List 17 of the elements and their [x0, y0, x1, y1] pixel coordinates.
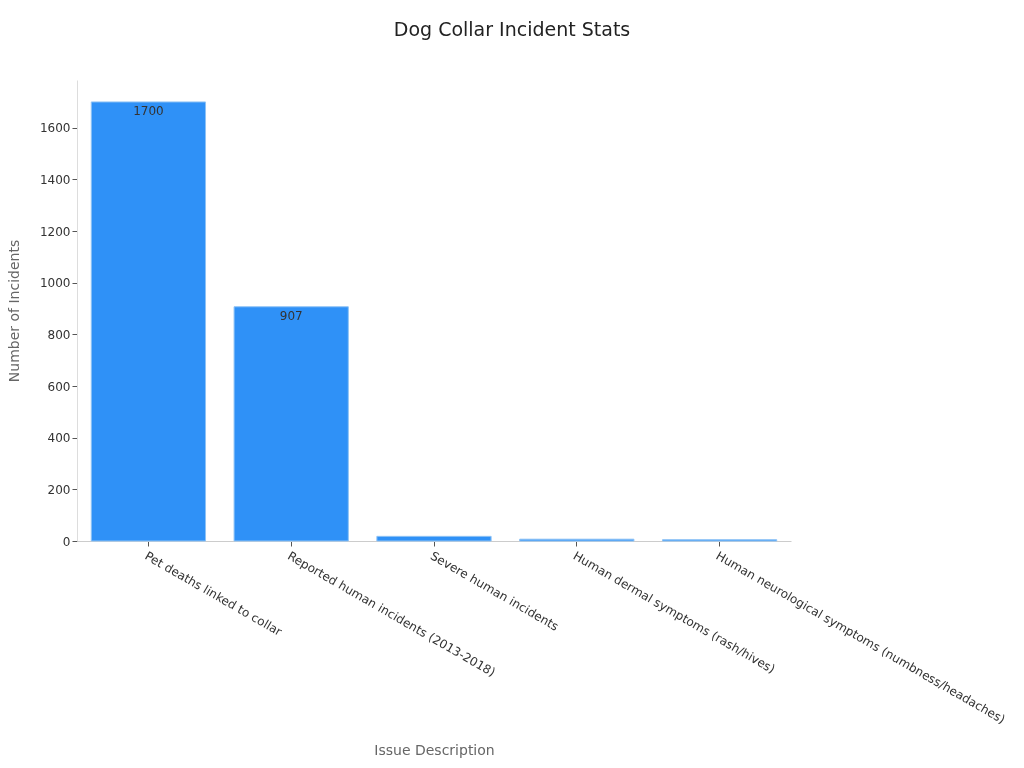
bar — [233, 306, 349, 542]
y-tick-label: 1600 — [39, 121, 71, 136]
y-tick-label: 0 — [62, 534, 71, 549]
data-label: 1700 — [133, 103, 164, 118]
x-axis-title: Issue Description — [374, 741, 495, 758]
y-tick-label: 1200 — [39, 224, 71, 239]
y-tick-label: 1000 — [39, 276, 71, 291]
y-axis-title: Number of Incidents — [5, 239, 22, 383]
data-label: 907 — [279, 308, 303, 323]
y-tick-label: 800 — [47, 327, 71, 342]
chart-title: Dog Collar Incident Stats — [393, 18, 631, 40]
y-tick-label: 400 — [47, 431, 71, 446]
bar — [376, 535, 492, 542]
y-tick-label: 200 — [47, 482, 71, 497]
y-tick-label: 1400 — [39, 172, 71, 187]
bar — [90, 101, 207, 542]
y-tick-label: 600 — [47, 379, 71, 394]
